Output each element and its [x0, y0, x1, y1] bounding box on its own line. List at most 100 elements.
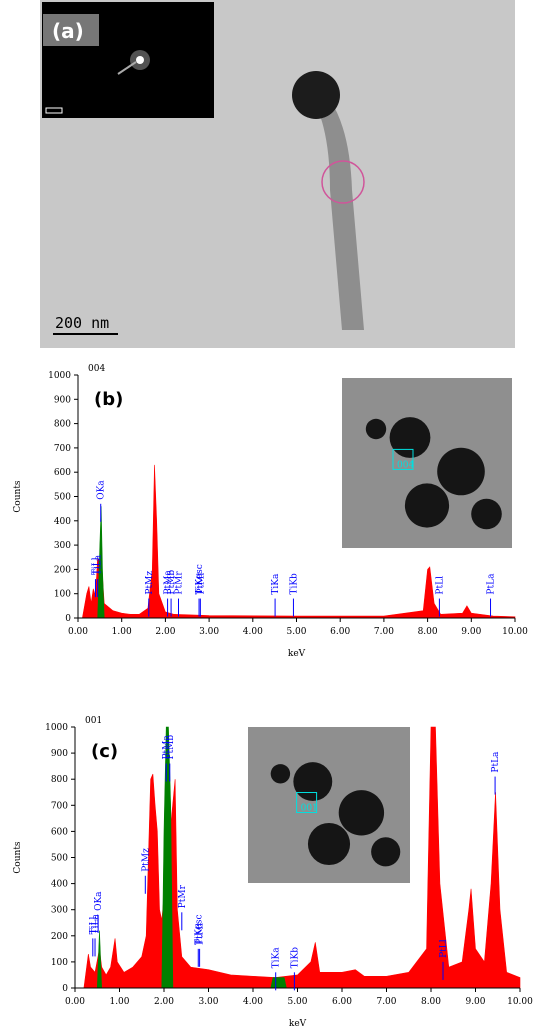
peak-label: PtMz: [141, 848, 151, 872]
peak-label: PtMb: [166, 735, 176, 760]
peak-label: PtLl: [439, 939, 449, 958]
x-tick-label: 9.00: [461, 627, 481, 637]
y-tick-label: 0: [62, 984, 68, 994]
x-tick-label: 7.00: [374, 627, 394, 637]
peak-label: TiKesc: [195, 564, 205, 594]
x-tick-label: 2.00: [155, 627, 175, 637]
panel-label: (a): [52, 19, 84, 43]
y-tick-label: 0: [65, 614, 71, 624]
x-axis-label: keV: [288, 649, 306, 659]
y-tick-label: 200: [51, 932, 68, 942]
y-tick-label: 200: [54, 565, 71, 575]
inset-particle: [293, 762, 333, 802]
inset-particle: [307, 822, 351, 866]
x-tick-label: 9.00: [465, 997, 485, 1007]
inset-label: 004: [397, 460, 414, 470]
inset-box: [392, 448, 414, 470]
inset-particle: [338, 790, 385, 836]
peak-label: TiLl: [91, 557, 101, 575]
inset-box: [296, 792, 318, 814]
x-tick-label: 5.00: [286, 627, 306, 637]
y-tick-label: 900: [51, 749, 68, 759]
peak-label: PtLa: [491, 751, 501, 773]
selection-circle: [321, 160, 365, 204]
inset-particle: [371, 837, 401, 867]
y-tick-label: 600: [54, 468, 71, 478]
x-tick-label: 6.00: [330, 627, 350, 637]
tem-image: (a) 200 nm: [40, 0, 515, 348]
peak-label: PtLa: [487, 573, 497, 595]
y-tick-label: 800: [51, 775, 68, 785]
y-tick-label: 500: [51, 854, 68, 864]
peak-label: OKa: [94, 891, 104, 911]
y-tick-label: 400: [54, 517, 71, 527]
y-tick-label: 1000: [45, 723, 68, 733]
y-tick-label: 300: [54, 541, 71, 551]
y-tick-label: 900: [54, 395, 71, 405]
inset-particle: [365, 418, 387, 440]
inset-particle: [471, 498, 502, 530]
y-axis-label: Counts: [13, 480, 23, 513]
y-tick-label: 700: [54, 444, 71, 454]
spectrum-area: [82, 464, 516, 619]
x-tick-label: 5.00: [287, 997, 307, 1007]
x-tick-label: 6.00: [332, 997, 352, 1007]
y-tick-label: 100: [54, 590, 71, 600]
peak-label: TiKb: [290, 947, 300, 969]
y-tick-label: 800: [54, 420, 71, 430]
y-tick-label: 300: [51, 906, 68, 916]
x-axis-label: keV: [289, 1019, 307, 1029]
diffraction-center: [136, 56, 144, 64]
x-tick-label: 0.00: [65, 997, 85, 1007]
x-tick-label: 4.00: [243, 997, 263, 1007]
peak-label: TiKesc: [194, 914, 204, 944]
panel-label: (c): [91, 741, 118, 762]
scale-label: 200 nm: [55, 314, 109, 332]
panel-label: (b): [94, 389, 123, 410]
chart-title: 001: [85, 716, 102, 726]
inset-scale: [45, 107, 63, 114]
nanorod: [318, 100, 364, 330]
y-tick-label: 500: [54, 493, 71, 503]
chart-title: 004: [88, 364, 105, 374]
peak-label: PtMr: [175, 571, 185, 595]
y-tick-label: 1000: [48, 371, 71, 381]
peak-label: PtMb: [167, 570, 177, 595]
peak-label: PtLl: [435, 576, 445, 595]
peak-label: PtMa: [164, 570, 174, 595]
x-tick-label: 10.00: [507, 997, 533, 1007]
x-tick-label: 1.00: [112, 627, 132, 637]
beam-stop: [117, 61, 137, 75]
y-tick-label: 100: [51, 958, 68, 968]
x-tick-label: 3.00: [198, 997, 218, 1007]
label-box: [43, 14, 99, 46]
x-tick-label: 1.00: [109, 997, 129, 1007]
peak-label: PtMl: [196, 923, 206, 945]
peak-label: TiLa: [91, 914, 101, 935]
x-tick-label: 4.00: [243, 627, 263, 637]
peak-label: TiLa: [94, 554, 104, 575]
particle: [292, 71, 340, 119]
peak-label: TiLl: [89, 917, 99, 935]
inset-label: 001: [301, 804, 318, 814]
inset-particle: [270, 764, 291, 784]
x-tick-label: 8.00: [418, 627, 438, 637]
peak-label: TiKb: [289, 573, 299, 595]
inset-particle: [404, 483, 450, 528]
x-tick-label: 3.00: [199, 627, 219, 637]
x-tick-label: 8.00: [421, 997, 441, 1007]
y-tick-label: 400: [51, 880, 68, 890]
peak-label: PtMa: [162, 735, 172, 760]
x-tick-label: 10.00: [502, 627, 528, 637]
peak-label: TiKa: [271, 573, 281, 595]
x-tick-label: 2.00: [154, 997, 174, 1007]
y-axis-label: Counts: [13, 841, 23, 874]
inset-particle: [389, 417, 431, 458]
x-tick-label: 0.00: [68, 627, 88, 637]
peak-label: TiKa: [272, 947, 282, 969]
x-tick-label: 7.00: [376, 997, 396, 1007]
y-tick-label: 600: [51, 827, 68, 837]
inset-particle: [437, 447, 485, 496]
peak-label: OKa: [97, 480, 107, 500]
